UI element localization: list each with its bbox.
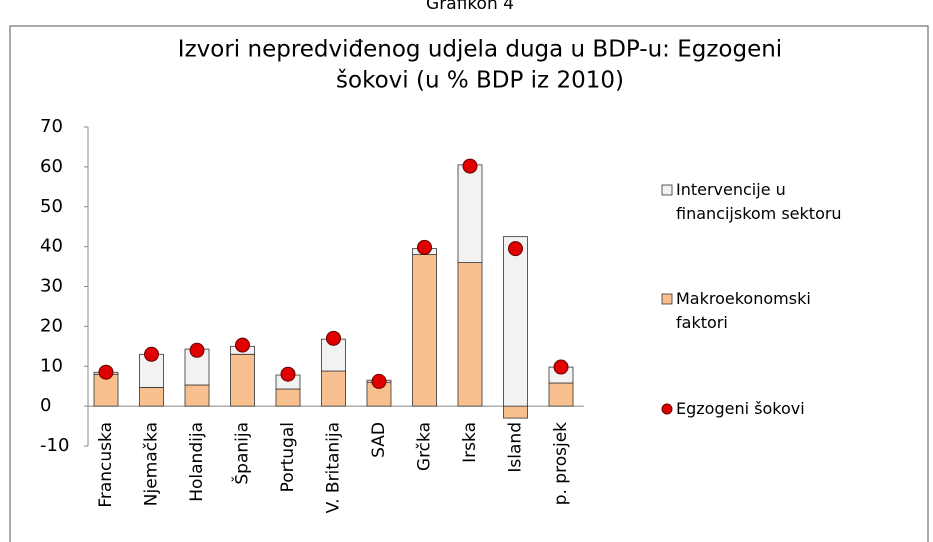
bar-segment [230,353,255,407]
legend-label: Egzogeni šokovi [676,399,805,418]
legend-marker [661,293,673,305]
bar-segment [412,254,437,407]
bar-segment [184,384,210,407]
y-tick-label: 0 [40,395,51,416]
y-tick-label: 70 [40,116,63,137]
x-tick-label: Grčka [415,422,435,471]
legend-marker [661,403,673,415]
x-tick-label: Irska [460,422,480,463]
dot [235,337,250,353]
bar-segment [457,262,483,407]
x-tick-label: Njemačka [142,422,162,506]
dot [371,373,387,389]
x-tick-label: Island [506,422,526,473]
x-tick-label: p. prosjek [551,422,571,505]
dot [417,239,432,255]
header: Grafikon 4 [426,0,514,14]
chart-frame [9,25,929,542]
dot [189,342,205,358]
legend-marker [661,184,673,196]
dot [144,346,159,362]
dot [326,330,341,346]
dot [98,364,114,380]
y-tick-label: 30 [40,276,63,297]
chart-title: Izvori nepredviđenog udjela duga u BDP-u… [178,37,782,63]
y-tick-label: 40 [40,236,63,257]
y-tick-label: 10 [40,355,63,376]
bar-segment [457,164,483,263]
dot [462,158,478,174]
bar-segment [139,386,164,407]
bar-segment [321,370,346,407]
chart-title: šokovi (u % BDP iz 2010) [336,68,624,94]
x-tick-label: Portugal [278,422,298,492]
bar-segment [503,405,528,419]
y-tick-label: -10 [40,435,69,456]
x-tick-label: Holandija [187,422,207,502]
x-tick-label: V. Britanija [324,422,344,513]
legend-label: Intervencije u financijskom sektoru [676,180,842,223]
dot [553,359,569,375]
y-tick-label: 20 [40,315,63,336]
y-tick-label: 50 [40,196,63,217]
dot [508,241,523,257]
x-tick-label: Francuska [96,422,116,508]
y-tick-label: 60 [40,156,63,177]
x-tick-label: Španija [231,422,253,485]
legend-label: Makroekonomski faktori [676,289,811,332]
dot [280,366,296,382]
bar-segment [503,236,528,407]
bar-segment [275,388,301,407]
bar-segment [548,382,574,407]
x-tick-label: SAD [369,422,389,458]
